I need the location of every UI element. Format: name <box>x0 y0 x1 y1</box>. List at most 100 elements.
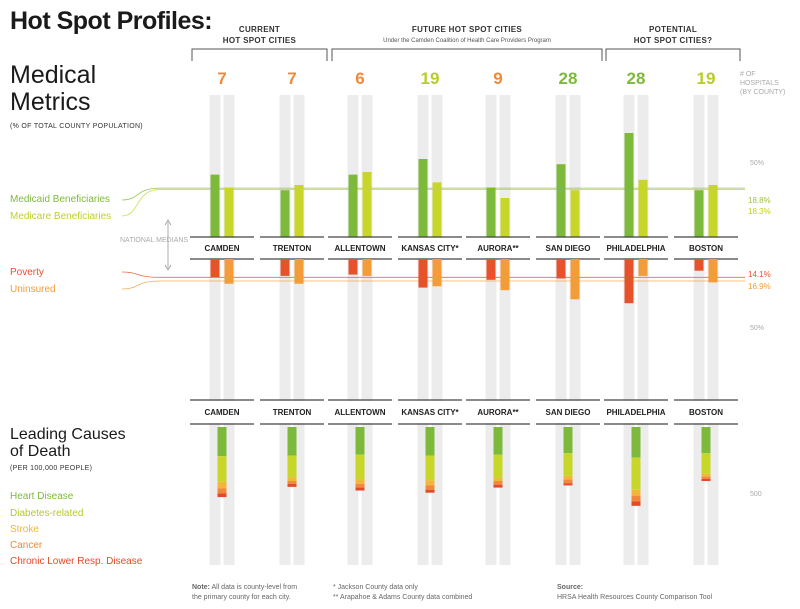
background-track <box>693 95 705 565</box>
city-label-bg <box>328 238 392 258</box>
background-track <box>431 95 443 565</box>
bar-medicare <box>362 172 372 237</box>
background-track <box>209 95 221 565</box>
bar-stroke <box>287 477 297 482</box>
bar-medicaid <box>418 159 428 237</box>
bar-stroke <box>355 479 365 484</box>
city-label-bg <box>604 238 668 258</box>
hospital-count: 7 <box>217 69 226 88</box>
deaths-title-2: of Death <box>10 443 71 460</box>
bar-heart-disease <box>493 427 503 455</box>
bar-diabetes <box>355 454 365 480</box>
city-label-deaths: AURORA** <box>477 408 519 417</box>
background-track <box>637 95 649 565</box>
bar-medicare <box>708 185 718 237</box>
median-medicaid-value: 18.8% <box>748 196 771 205</box>
city-label-bg <box>398 238 462 258</box>
bar-stroke <box>493 478 503 482</box>
bar-clrd <box>425 489 435 493</box>
city-label-bg <box>536 238 600 258</box>
footer-note-text: All data is county-level from <box>209 584 298 591</box>
median-uninsured-value: 16.9% <box>748 282 771 291</box>
legend-cancer: Cancer <box>10 540 43 551</box>
city-label-bg <box>674 238 738 258</box>
bar-poverty <box>210 259 220 278</box>
bar-medicaid <box>694 190 704 237</box>
bar-clrd <box>701 478 711 482</box>
footer-note-label: Note: <box>192 584 210 591</box>
percent-caption: (% OF TOTAL COUNTY POPULATION) <box>10 123 143 130</box>
bar-medicaid <box>556 164 566 237</box>
footer-source-label: Source: <box>557 584 584 591</box>
group-bracket <box>331 48 603 61</box>
bar-poverty <box>418 259 428 288</box>
tick-500: 500 <box>750 491 762 498</box>
legend-medicare: Medicare Beneficiaries <box>10 211 112 222</box>
bar-heart-disease <box>631 427 641 458</box>
legend-medicaid: Medicaid Beneficiaries <box>10 194 111 205</box>
background-track <box>555 95 567 565</box>
median-line-medicare <box>121 189 745 217</box>
bar-cancer <box>493 481 503 485</box>
hospitals-caption-1: # OF <box>740 71 756 78</box>
bar-cancer <box>287 481 297 484</box>
page-title: Hot Spot Profiles: <box>10 7 213 35</box>
bar-uninsured <box>708 259 718 283</box>
bar-stroke <box>425 480 435 486</box>
footer-star-1: * Jackson County data only <box>333 584 418 591</box>
bar-medicaid <box>210 174 220 237</box>
bar-poverty <box>694 259 704 271</box>
bar-uninsured <box>570 259 580 300</box>
group-future-label: FUTURE HOT SPOT CITIES <box>411 25 523 34</box>
legend-diabetes: Diabetes-related <box>10 508 84 519</box>
bar-uninsured <box>224 259 234 284</box>
page-subtitle-metrics: Metrics <box>10 88 91 116</box>
bar-diabetes <box>563 453 573 476</box>
median-poverty-value: 14.1% <box>748 270 771 279</box>
median-bracket-arrow-up <box>164 219 172 226</box>
group-potential-label-2: HOT SPOT CITIES? <box>633 36 713 45</box>
footer-source-text: HRSA Health Resources County Comparison … <box>557 594 713 601</box>
bar-medicare <box>638 179 648 237</box>
bar-heart-disease <box>217 427 227 457</box>
bar-uninsured <box>432 259 442 287</box>
legend-uninsured: Uninsured <box>10 284 56 295</box>
deaths-subtitle: (PER 100,000 PEOPLE) <box>10 465 93 472</box>
background-track <box>707 95 719 565</box>
bar-diabetes <box>493 454 503 479</box>
bar-poverty <box>280 259 290 276</box>
bar-diabetes <box>631 457 641 490</box>
bar-clrd <box>217 493 227 498</box>
hospital-count: 28 <box>627 69 646 88</box>
bar-diabetes <box>701 453 711 474</box>
background-track <box>499 95 511 565</box>
background-track <box>569 95 581 565</box>
city-label-bg-2 <box>536 401 600 423</box>
group-bracket <box>605 48 741 61</box>
city-label: CAMDEN <box>204 244 239 253</box>
background-track <box>361 95 373 565</box>
background-track <box>279 95 291 565</box>
city-label-bg <box>190 238 254 258</box>
median-line-medicaid <box>121 187 745 201</box>
city-label-bg <box>466 238 530 258</box>
bar-cancer <box>355 483 365 488</box>
page-subtitle-medical: Medical <box>10 61 97 89</box>
median-line-poverty <box>121 271 745 278</box>
bar-medicare <box>294 185 304 237</box>
bar-medicaid <box>280 190 290 237</box>
hospitals-caption: # OF HOSPITALS (BY COUNTY) <box>740 70 785 97</box>
group-potential-label-1: POTENTIAL <box>648 25 698 34</box>
city-label: SAN DIEGO <box>546 244 591 253</box>
hospitals-caption-3: (BY COUNTY) <box>740 89 786 96</box>
city-label: AURORA** <box>477 244 519 253</box>
city-label: KANSAS CITY* <box>401 244 459 253</box>
city-label: ALLENTOWN <box>335 244 386 253</box>
footer-note: Note: All data is county-level from the … <box>192 583 297 603</box>
bar-stroke <box>631 489 641 496</box>
city-label-deaths: TRENTON <box>273 408 312 417</box>
city-label-bg-2 <box>328 401 392 423</box>
bar-heart-disease <box>701 427 711 454</box>
city-label-bg-2 <box>260 401 324 423</box>
footer-asterisks: * Jackson County data only ** Arapahoe &… <box>333 583 472 603</box>
